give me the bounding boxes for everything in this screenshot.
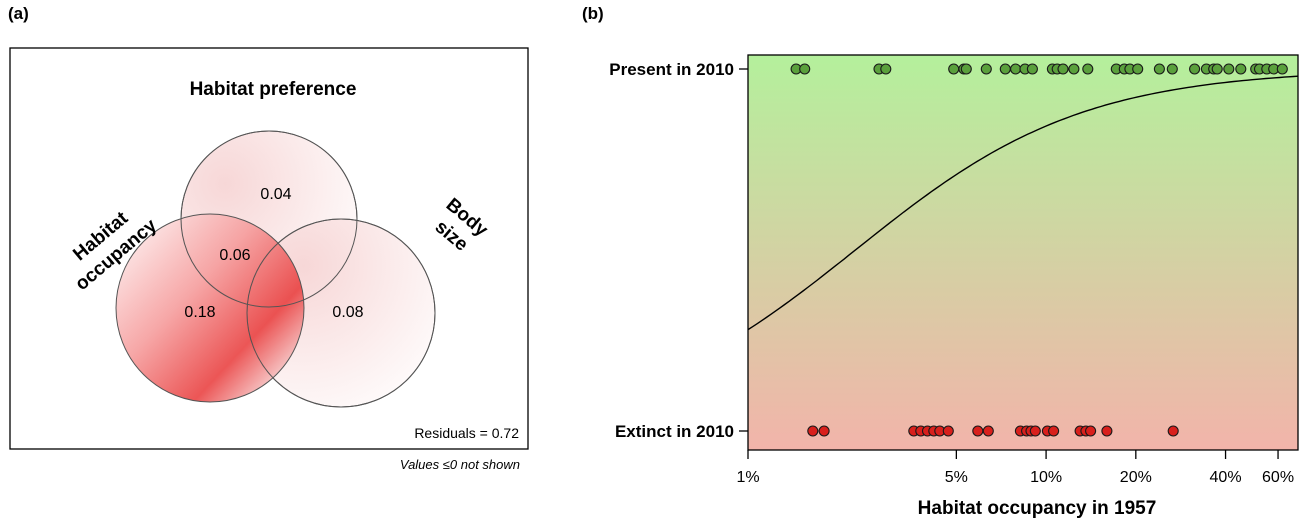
present-point — [999, 63, 1011, 75]
present-point — [948, 63, 960, 75]
value-occupancy-preference-overlap: 0.06 — [219, 247, 250, 264]
extinct-point — [942, 425, 954, 437]
venn-diagram: Habitat preference Habitat occupancy Bod… — [9, 47, 529, 472]
x-axis: 1% 5% 10% 20% 40% 60% — [736, 450, 1294, 486]
value-habitat-occupancy: 0.18 — [184, 304, 215, 321]
extinct-point — [1048, 425, 1060, 437]
x-tick-label: 40% — [1210, 469, 1242, 486]
panel-b-tag: (b) — [582, 4, 604, 23]
present-point — [980, 63, 992, 75]
present-point — [1153, 63, 1165, 75]
present-point — [1010, 63, 1022, 75]
present-point — [1211, 63, 1223, 75]
present-point — [1235, 63, 1247, 75]
y-tick-label: Extinct in 2010 — [615, 422, 734, 441]
extinct-point — [972, 425, 984, 437]
panel-a-tag: (a) — [8, 4, 29, 23]
present-point — [1189, 63, 1201, 75]
present-point — [1166, 63, 1178, 75]
plot-area — [747, 54, 1299, 451]
x-axis-title: Habitat occupancy in 1957 — [918, 498, 1157, 519]
x-tick-label: 1% — [736, 469, 759, 486]
data-points — [790, 63, 1288, 437]
extinct-point — [1085, 425, 1097, 437]
value-body-size: 0.08 — [332, 304, 363, 321]
present-point — [1223, 63, 1235, 75]
extinct-point — [818, 425, 830, 437]
y-axis: Extinct in 2010 Present in 2010 — [609, 60, 748, 441]
fitted-curve — [747, 75, 1299, 331]
extinct-point — [1167, 425, 1179, 437]
present-point — [1057, 63, 1069, 75]
present-point — [960, 63, 972, 75]
x-tick-label: 5% — [945, 469, 968, 486]
present-point — [799, 63, 811, 75]
value-habitat-preference: 0.04 — [260, 186, 291, 203]
residuals-label: Residuals = 0.72 — [414, 425, 519, 441]
extinct-point — [1101, 425, 1113, 437]
footnote: Values ≤0 not shown — [400, 457, 520, 472]
label-habitat-preference: Habitat preference — [190, 79, 357, 100]
present-point — [1132, 63, 1144, 75]
extinct-point — [1029, 425, 1041, 437]
extinct-point — [807, 425, 819, 437]
present-point — [880, 63, 892, 75]
x-tick-label: 20% — [1120, 469, 1152, 486]
present-point — [1082, 63, 1094, 75]
y-tick-label: Present in 2010 — [609, 60, 734, 79]
present-point — [1026, 63, 1038, 75]
venn-circles — [115, 130, 436, 408]
x-tick-label: 60% — [1262, 469, 1294, 486]
present-point — [1276, 63, 1288, 75]
extinct-point — [982, 425, 994, 437]
x-tick-label: 10% — [1030, 469, 1062, 486]
present-point — [1068, 63, 1080, 75]
